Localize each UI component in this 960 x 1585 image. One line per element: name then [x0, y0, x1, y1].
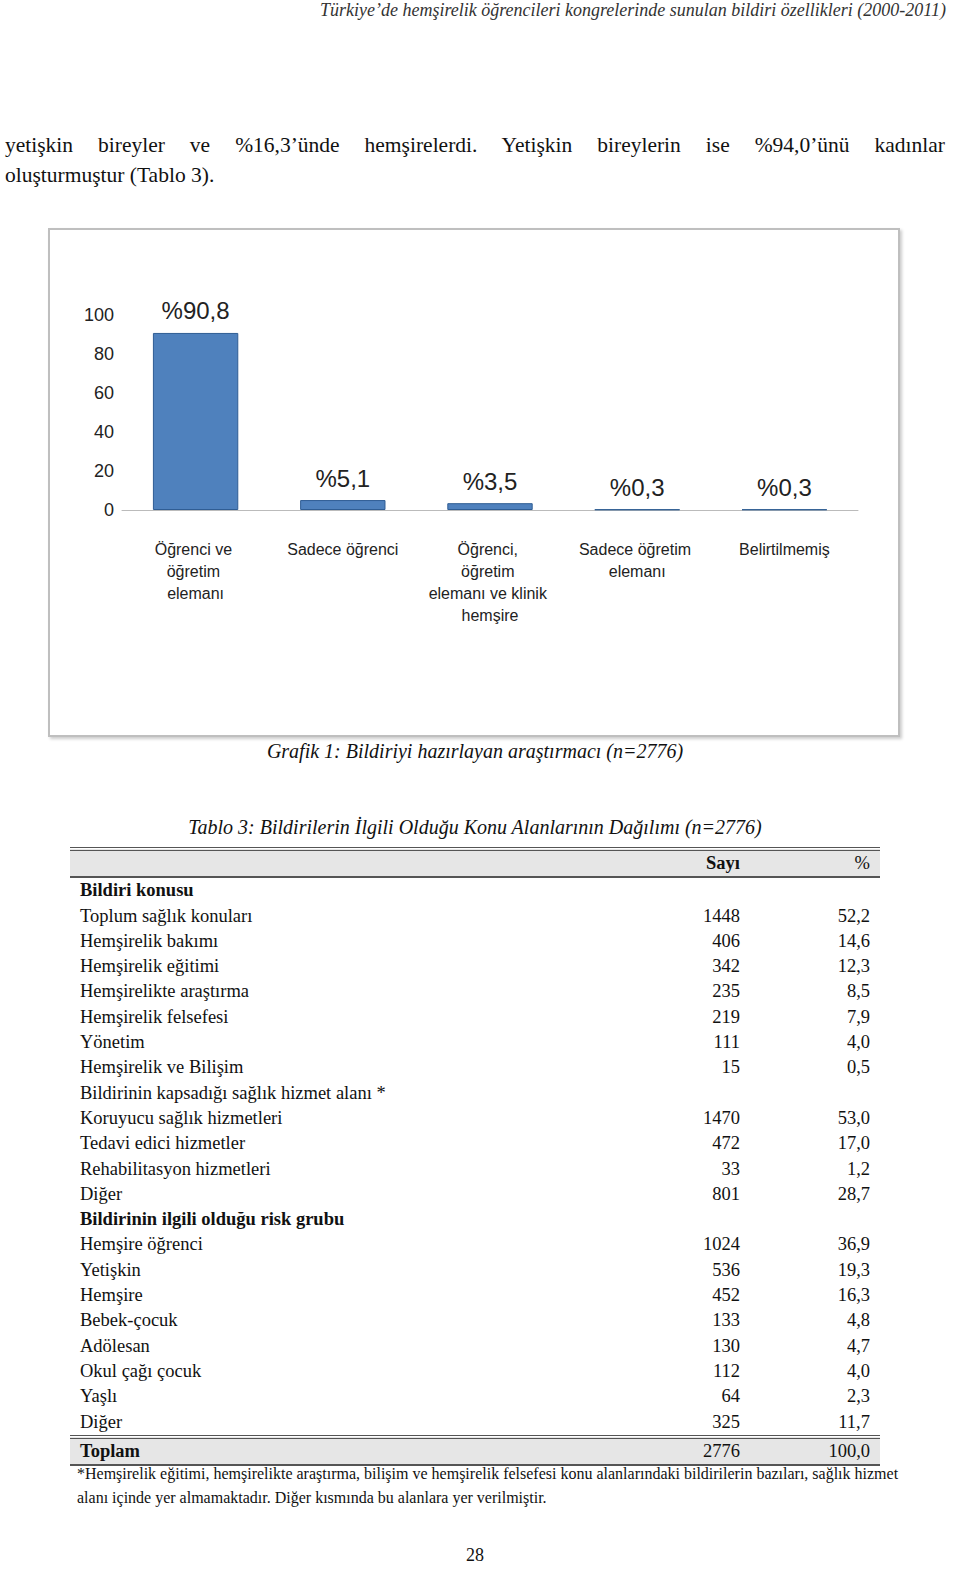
html-text:0,5: 0,5 — [846, 1057, 870, 1078]
html-text:801: 801 — [712, 1183, 740, 1204]
svg-text:80: 80 — [94, 344, 114, 364]
html-text:53,0: 53,0 — [837, 1108, 870, 1128]
html-text:Koruyucu sağlık hizmetleri: Koruyucu sağlık hizmetleri — [80, 1108, 283, 1128]
html-text:130: 130 — [712, 1335, 740, 1356]
svg-text:%3,5: %3,5 — [463, 468, 518, 495]
html-text:Toplum sağlık konuları: Toplum sağlık konuları — [80, 905, 253, 926]
html-text:12,3: 12,3 — [837, 956, 870, 977]
svg-text:60: 60 — [94, 383, 114, 403]
svg-text:Belirtilmemiş: Belirtilmemiş — [739, 541, 830, 558]
html-text:325: 325 — [712, 1411, 740, 1432]
html-text:Türkiye’de hemşirelik öğrencil: Türkiye’de hemşirelik öğrencileri kongre… — [320, 0, 946, 20]
html-text:406: 406 — [712, 930, 740, 951]
html-text:Okul çağı çocuk: Okul çağı çocuk — [80, 1360, 202, 1381]
svg-text:0: 0 — [104, 500, 114, 520]
html-text:Bildirinin ilgili olduğu risk: Bildirinin ilgili olduğu risk grubu — [80, 1209, 345, 1230]
html-text:235: 235 — [712, 981, 740, 1002]
html-text:4,0: 4,0 — [846, 1360, 870, 1381]
html-text:Diğer: Diğer — [80, 1183, 123, 1204]
html-text:oluşturmuştur (Tablo 3).: oluşturmuştur (Tablo 3). — [5, 163, 215, 187]
html-text:15: 15 — [721, 1057, 740, 1078]
html-text:Sayı: Sayı — [706, 853, 740, 873]
html-text:Yaşlı: Yaşlı — [80, 1386, 118, 1407]
html-text:*Hemşirelik eğitimi, hemşireli: *Hemşirelik eğitimi, hemşirelikte araştı… — [77, 1465, 899, 1506]
html-text:342: 342 — [712, 956, 740, 977]
html-text:Hemşirelik ve Bilişim: Hemşirelik ve Bilişim — [80, 1057, 244, 1078]
html-text:Grafik 1: Bildiriyi hazırlayan: Grafik 1: Bildiriyi hazırlayan araştırma… — [266, 740, 684, 762]
svg-text:elemanı: elemanı — [167, 585, 224, 602]
html-text:100,0: 100,0 — [828, 1440, 870, 1461]
html-text:52,2: 52,2 — [837, 905, 870, 926]
html-text:7,9: 7,9 — [846, 1006, 870, 1027]
html-text:Tablo 3: Bildirilerin İlgili O: Tablo 3: Bildirilerin İlgili Olduğu Konu… — [188, 816, 762, 838]
html-text:Yetişkin: Yetişkin — [80, 1259, 141, 1280]
svg-text:Sadece öğretim: Sadece öğretim — [579, 541, 696, 558]
html-text:28: 28 — [466, 1545, 484, 1565]
html-text:472: 472 — [712, 1133, 740, 1154]
html-text:8,5: 8,5 — [846, 981, 870, 1002]
html-text:2,3: 2,3 — [846, 1386, 870, 1407]
html-text:14,6: 14,6 — [837, 930, 870, 951]
svg-text:Sadece öğrenci: Sadece öğrenci — [287, 541, 398, 558]
html-text:1,2: 1,2 — [846, 1158, 870, 1179]
svg-text:%5,1: %5,1 — [315, 465, 370, 492]
html-text:Bildirinin kapsadığı sağlık hi: Bildirinin kapsadığı sağlık hizmet alanı… — [80, 1082, 386, 1103]
html-text:Hemşire öğrenci: Hemşire öğrenci — [80, 1234, 203, 1255]
html-text:16,3: 16,3 — [837, 1285, 870, 1305]
svg-text:%0,3: %0,3 — [610, 474, 665, 501]
html-text:111: 111 — [713, 1032, 740, 1053]
html-text:219: 219 — [712, 1006, 740, 1027]
svg-text:hemşire: hemşire — [462, 607, 519, 624]
html-text:33: 33 — [721, 1158, 740, 1179]
html-text:Bildiri konusu: Bildiri konusu — [80, 880, 194, 901]
html-text:Adölesan: Adölesan — [80, 1335, 150, 1356]
html-text:Hemşirelik eğitimi: Hemşirelik eğitimi — [80, 956, 220, 977]
html-text:Diğer: Diğer — [80, 1411, 123, 1432]
html-text:536: 536 — [712, 1259, 740, 1280]
svg-text:40: 40 — [94, 422, 114, 442]
svg-text:öğretim: öğretim — [167, 563, 225, 580]
html-text:452: 452 — [712, 1285, 740, 1305]
html-text:19,3: 19,3 — [837, 1259, 870, 1280]
svg-text:elemanı ve klinik: elemanı ve klinik — [429, 585, 552, 602]
html-text:1470: 1470 — [703, 1108, 740, 1128]
html-text:1024: 1024 — [703, 1234, 740, 1255]
html-text:Yönetim: Yönetim — [80, 1032, 145, 1053]
html-text:Hemşirelik felsefesi: Hemşirelik felsefesi — [80, 1006, 229, 1027]
svg-text:20: 20 — [94, 461, 114, 481]
html-text:133: 133 — [712, 1310, 740, 1331]
html-text:Hemşire: Hemşire — [80, 1285, 143, 1305]
html-text:112: 112 — [712, 1360, 740, 1381]
html-text:yetişkin bireyler ve %16,3’ünd: yetişkin bireyler ve %16,3’ünde hemşirel… — [5, 133, 945, 157]
html-text:1448: 1448 — [703, 905, 740, 926]
svg-text:Öğrenci ve: Öğrenci ve — [155, 541, 237, 558]
html-text:4,0: 4,0 — [846, 1032, 870, 1053]
html-text:Toplam: Toplam — [80, 1440, 140, 1461]
html-text:Rehabilitasyon hizmetleri: Rehabilitasyon hizmetleri — [80, 1158, 271, 1179]
html-text:4,8: 4,8 — [846, 1310, 870, 1331]
html-text:17,0: 17,0 — [837, 1133, 870, 1154]
html-text:4,7: 4,7 — [846, 1335, 870, 1356]
html-text:Hemşirelikte araştırma: Hemşirelikte araştırma — [80, 981, 249, 1002]
svg-text:öğretim: öğretim — [461, 563, 519, 580]
html-text:36,9: 36,9 — [837, 1234, 870, 1255]
svg-text:elemanı: elemanı — [609, 563, 666, 580]
svg-text:%90,8: %90,8 — [162, 297, 230, 324]
html-text:11,7: 11,7 — [838, 1411, 870, 1432]
html-text:2776: 2776 — [703, 1440, 740, 1461]
html-text:Tedavi edici hizmetler: Tedavi edici hizmetler — [80, 1133, 246, 1154]
html-text:Hemşirelik bakımı: Hemşirelik bakımı — [80, 930, 219, 951]
svg-text:100: 100 — [84, 305, 114, 325]
html-text:64: 64 — [721, 1386, 740, 1407]
svg-text:%0,3: %0,3 — [757, 474, 812, 501]
html-text:Bebek-çocuk: Bebek-çocuk — [80, 1310, 178, 1331]
html-text:28,7: 28,7 — [837, 1183, 870, 1204]
svg-text:Öğrenci,: Öğrenci, — [458, 541, 523, 558]
